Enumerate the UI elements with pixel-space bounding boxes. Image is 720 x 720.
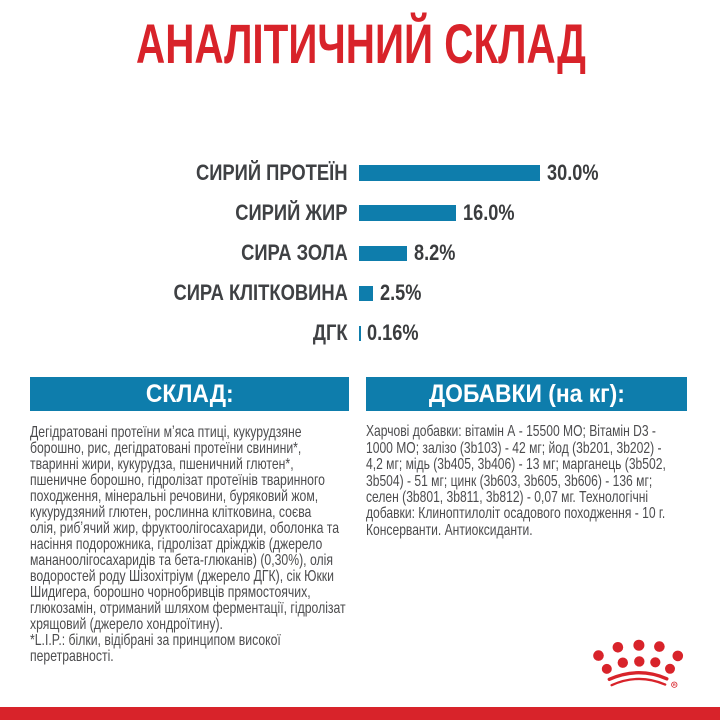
- svg-text:R: R: [673, 682, 676, 687]
